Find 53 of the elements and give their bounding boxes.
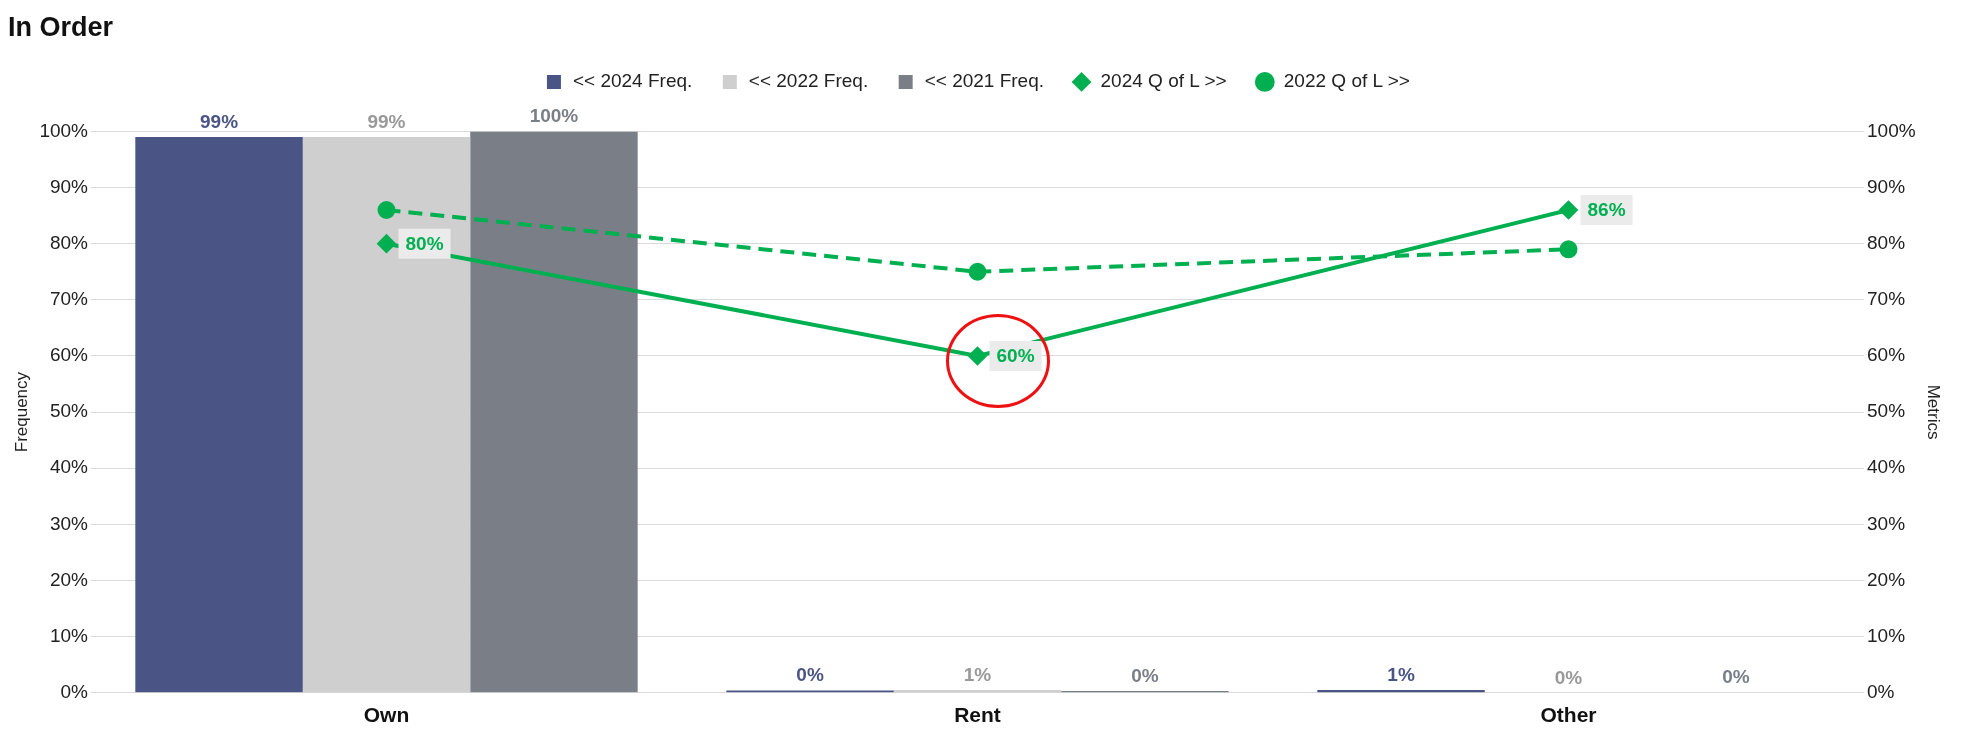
y2-tick-label: 20% [1867, 568, 1906, 590]
y-axis-title: Frequency [11, 371, 31, 453]
chart-title: In Order [8, 11, 114, 42]
point [377, 234, 396, 253]
y2-tick-label: 0% [1867, 681, 1895, 703]
point [377, 201, 396, 219]
y2-tick-label: 40% [1867, 456, 1906, 478]
data-label: 0% [796, 664, 824, 686]
y2-tick-label: 70% [1867, 288, 1906, 310]
x-tick-label: Other [1540, 703, 1597, 727]
y-tick-label: 80% [49, 231, 89, 253]
y2-axis-title: Metrics [1924, 384, 1944, 440]
y-tick-label: 0% [60, 681, 89, 703]
data-label: 80% [405, 232, 444, 254]
bar [470, 131, 638, 693]
data-label: 100% [529, 105, 579, 127]
y-tick-label: 20% [49, 568, 89, 590]
x-tick-label: Rent [954, 703, 1001, 727]
y2-tick-label: 100% [1867, 119, 1916, 141]
y-tick-label: 70% [49, 288, 89, 310]
y-tick-label: 10% [49, 624, 89, 646]
y2-tick-label: 90% [1867, 175, 1906, 197]
y-tick-label: 90% [49, 175, 89, 197]
data-label: 0% [1131, 664, 1159, 686]
y-tick-label: 60% [49, 344, 89, 366]
legend-label: 2024 Q of L >> [1100, 70, 1227, 92]
data-label: 60% [996, 345, 1035, 367]
legend-label: << 2021 Freq. [924, 70, 1045, 92]
bar [135, 137, 303, 693]
data-label: 99% [200, 110, 239, 132]
y-tick-label: 100% [39, 119, 89, 141]
point [968, 346, 987, 365]
data-label: 1% [963, 663, 992, 685]
point [1559, 240, 1578, 259]
y2-tick-label: 10% [1867, 624, 1906, 646]
point [968, 262, 987, 281]
y-tick-label: 30% [49, 512, 89, 534]
y2-tick-label: 60% [1867, 344, 1906, 366]
y-tick-label: 50% [49, 400, 89, 422]
data-label: 99% [367, 110, 406, 132]
y2-tick-label: 80% [1867, 231, 1906, 253]
legend-label: << 2024 Freq. [572, 70, 693, 92]
point [1559, 201, 1578, 219]
data-label: 0% [1722, 665, 1750, 687]
y2-tick-label: 50% [1867, 400, 1906, 422]
y-tick-label: 40% [49, 456, 89, 478]
data-label: 86% [1587, 199, 1626, 221]
data-label: 1% [1387, 663, 1415, 685]
data-label: 0% [1554, 666, 1583, 688]
x-tick-label: Own [363, 703, 410, 727]
y2-tick-label: 30% [1867, 512, 1906, 534]
legend-label: 2022 Q of L >> [1283, 70, 1410, 92]
legend-label: << 2022 Freq. [748, 70, 869, 92]
